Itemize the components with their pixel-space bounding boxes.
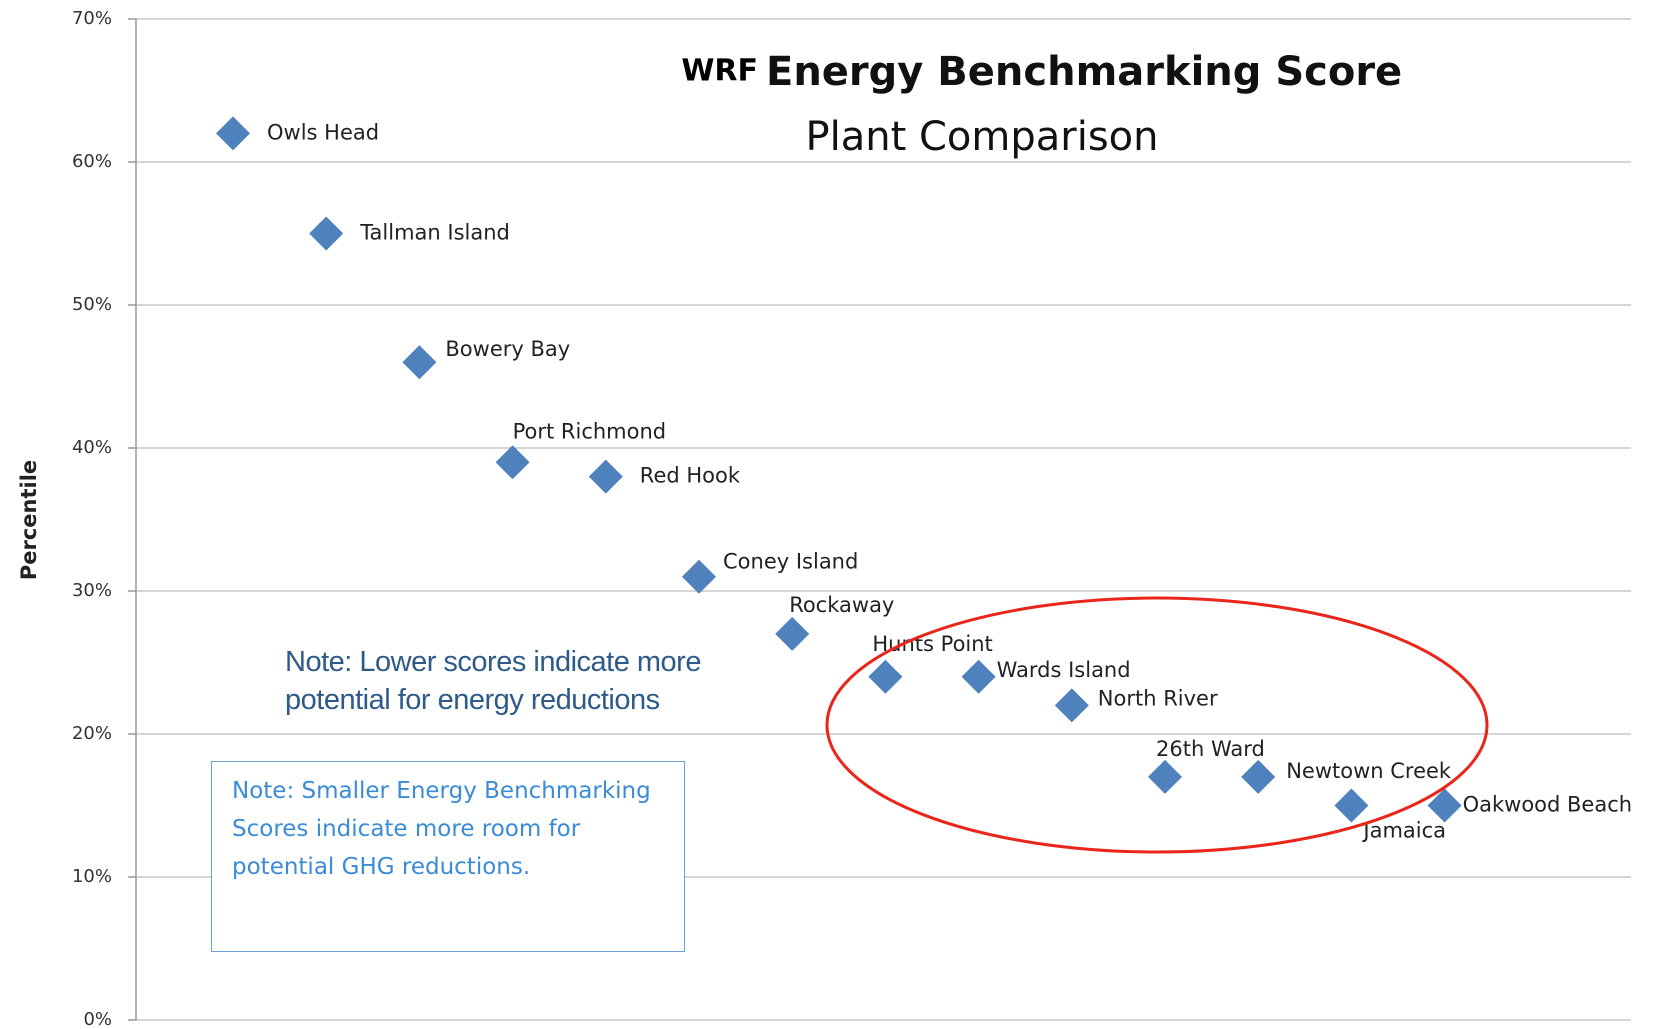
note-text: Note: Smaller Energy Benchmarking Scores… (211, 761, 685, 952)
highlight-ellipse (825, 596, 1489, 854)
point-label: 26th Ward (1156, 737, 1265, 761)
title-prefix: WRF (681, 54, 758, 89)
chart-title: Energy Benchmarking Score (766, 49, 1402, 95)
y-tick-label: 50% (72, 294, 112, 315)
point (1241, 759, 1276, 794)
y-tick-label: 0% (83, 1009, 112, 1029)
points: Owls Head Tallman Island Bowery Bay Port Ri… (216, 116, 1633, 843)
y-tick-label: 20% (72, 723, 112, 744)
point (1427, 788, 1462, 823)
point (588, 459, 623, 494)
point-label: Oakwood Beach (1463, 793, 1633, 817)
note-box: Note: Smaller Energy Benchmarking Scores… (211, 761, 685, 952)
point (1054, 688, 1089, 723)
point (309, 216, 344, 251)
note-text: Note: Lower scores indicate more potenti… (259, 643, 711, 727)
point-label: Red Hook (640, 464, 741, 488)
point (1334, 788, 1369, 823)
y-axis-label: Percentile (17, 460, 41, 580)
point-label: North River (1098, 686, 1218, 710)
point (961, 659, 996, 694)
point (1148, 759, 1182, 794)
point-label: Bowery Bay (445, 337, 570, 361)
y-tick-label: 70% (72, 8, 112, 29)
point-label: Wards Island (997, 658, 1131, 682)
point-label: Jamaica (1361, 819, 1446, 843)
point (682, 559, 716, 594)
point (775, 616, 810, 651)
y-tick-label: 30% (72, 580, 112, 601)
chart-subtitle: Plant Comparison (806, 114, 1159, 160)
point-label: Tallman Island (359, 221, 510, 245)
point-label: Hunts Point (872, 632, 992, 656)
point-label: Port Richmond (513, 419, 667, 443)
point-label: Rockaway (789, 593, 894, 617)
point-label: Coney Island (723, 550, 858, 574)
y-tick-label: 40% (72, 437, 112, 458)
point (495, 445, 530, 480)
y-tick-label: 60% (72, 151, 112, 172)
point (868, 659, 903, 694)
grid: 0% 10% 20% 30% 40% 50% 60% 70% (72, 8, 1631, 1029)
point-label: Newtown Creek (1286, 759, 1452, 783)
point (216, 116, 250, 151)
point-label: Owls Head (267, 120, 379, 144)
note-overlay: Note: Lower scores indicate more potenti… (259, 643, 711, 727)
point (402, 345, 437, 380)
y-tick-label: 10% (72, 866, 112, 887)
